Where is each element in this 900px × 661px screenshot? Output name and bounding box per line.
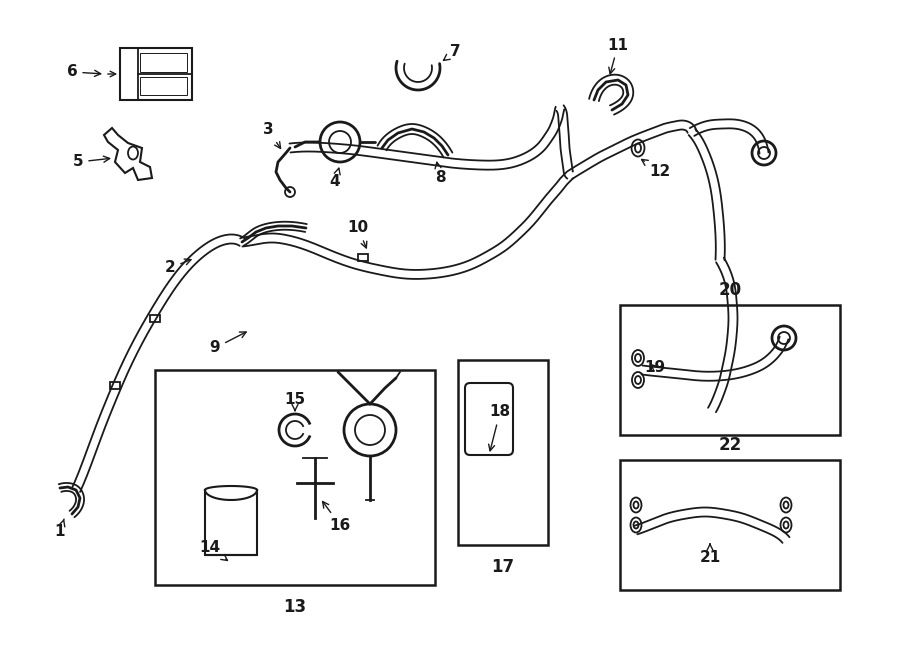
Text: 4: 4 bbox=[329, 168, 340, 190]
Text: 2: 2 bbox=[165, 259, 191, 276]
Text: 9: 9 bbox=[210, 332, 247, 356]
Text: 19: 19 bbox=[644, 360, 666, 375]
Ellipse shape bbox=[632, 350, 644, 366]
Text: 14: 14 bbox=[200, 541, 228, 561]
Text: 17: 17 bbox=[491, 558, 515, 576]
Circle shape bbox=[752, 141, 776, 165]
Bar bbox=[620, 460, 840, 590]
Bar bbox=[110, 381, 120, 389]
Ellipse shape bbox=[635, 354, 641, 362]
Text: 13: 13 bbox=[284, 598, 307, 616]
Text: 6: 6 bbox=[67, 65, 101, 79]
Ellipse shape bbox=[631, 518, 642, 533]
Bar bbox=[140, 77, 187, 95]
Text: 20: 20 bbox=[718, 281, 742, 299]
Ellipse shape bbox=[634, 522, 638, 529]
Ellipse shape bbox=[780, 518, 791, 533]
Circle shape bbox=[355, 415, 385, 445]
Ellipse shape bbox=[634, 502, 638, 508]
Bar bbox=[620, 305, 840, 435]
Circle shape bbox=[320, 122, 360, 162]
Ellipse shape bbox=[784, 502, 788, 508]
Circle shape bbox=[329, 131, 351, 153]
Text: 1: 1 bbox=[55, 519, 65, 539]
Text: 5: 5 bbox=[73, 155, 110, 169]
Text: 22: 22 bbox=[718, 436, 742, 454]
Ellipse shape bbox=[631, 498, 642, 512]
Text: 8: 8 bbox=[435, 162, 446, 186]
Text: 3: 3 bbox=[263, 122, 281, 149]
Circle shape bbox=[772, 326, 796, 350]
Bar bbox=[458, 360, 548, 545]
Text: 7: 7 bbox=[444, 44, 460, 60]
Bar bbox=[140, 53, 187, 72]
Ellipse shape bbox=[780, 498, 791, 512]
Text: 16: 16 bbox=[322, 502, 351, 533]
Circle shape bbox=[778, 332, 790, 344]
Circle shape bbox=[344, 404, 396, 456]
Text: 10: 10 bbox=[347, 221, 369, 248]
Ellipse shape bbox=[632, 372, 644, 388]
FancyBboxPatch shape bbox=[465, 383, 513, 455]
Ellipse shape bbox=[784, 522, 788, 529]
Ellipse shape bbox=[635, 143, 641, 153]
Bar bbox=[120, 48, 192, 100]
Text: 15: 15 bbox=[284, 393, 306, 410]
Bar bbox=[358, 254, 368, 260]
Text: 18: 18 bbox=[489, 405, 510, 451]
Circle shape bbox=[758, 147, 770, 159]
Bar bbox=[155, 370, 435, 585]
Bar bbox=[150, 315, 160, 321]
Ellipse shape bbox=[635, 376, 641, 384]
Text: 12: 12 bbox=[642, 159, 670, 180]
Text: 11: 11 bbox=[608, 38, 628, 74]
Ellipse shape bbox=[128, 147, 138, 159]
Text: 21: 21 bbox=[699, 544, 721, 566]
Ellipse shape bbox=[632, 139, 644, 157]
Circle shape bbox=[285, 187, 295, 197]
